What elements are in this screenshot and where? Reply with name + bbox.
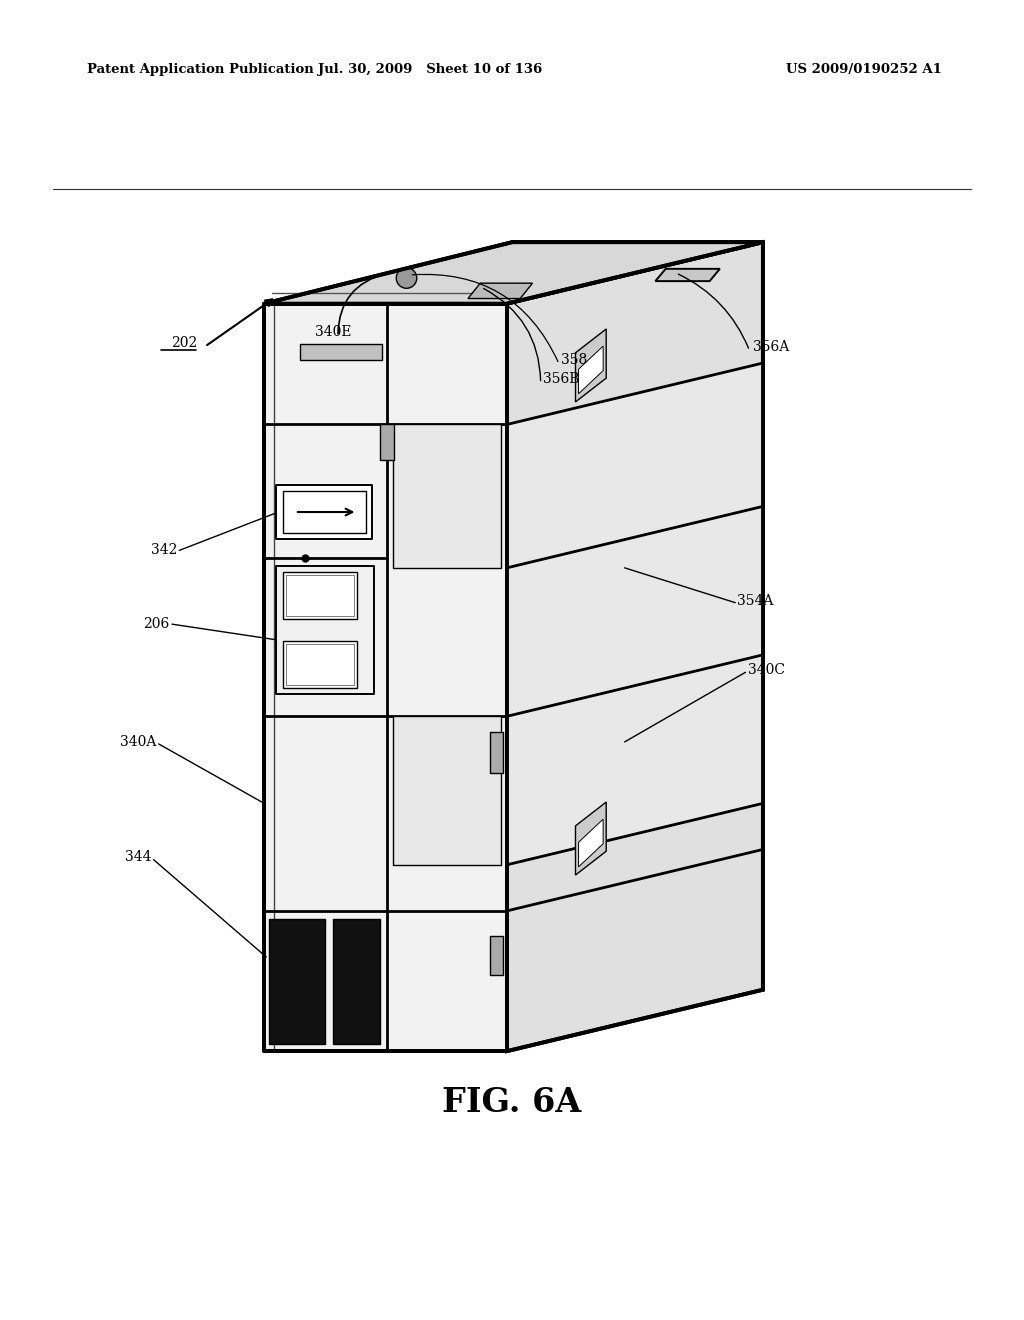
Bar: [283, 572, 357, 619]
Bar: [276, 566, 374, 694]
Bar: [283, 640, 357, 688]
Text: 344: 344: [125, 850, 152, 863]
Text: 206: 206: [142, 618, 169, 631]
Bar: [333, 919, 380, 1044]
Polygon shape: [579, 346, 603, 393]
Polygon shape: [507, 242, 763, 1051]
Bar: [490, 731, 503, 772]
Bar: [269, 919, 325, 1044]
Text: 202: 202: [171, 335, 198, 350]
Polygon shape: [507, 655, 763, 865]
Bar: [264, 304, 507, 1051]
Bar: [393, 717, 501, 865]
Text: 354A: 354A: [737, 594, 774, 607]
Polygon shape: [507, 507, 763, 717]
Text: 340A: 340A: [120, 735, 157, 748]
Bar: [276, 484, 372, 539]
Bar: [300, 343, 382, 360]
Text: 358: 358: [561, 352, 588, 367]
Polygon shape: [575, 803, 606, 875]
Polygon shape: [575, 329, 606, 403]
Polygon shape: [507, 363, 763, 568]
Circle shape: [396, 268, 417, 288]
Bar: [286, 576, 354, 616]
Text: 356A: 356A: [753, 339, 788, 354]
Bar: [380, 425, 394, 461]
Polygon shape: [468, 284, 532, 298]
Text: Patent Application Publication: Patent Application Publication: [87, 63, 313, 77]
Polygon shape: [579, 820, 603, 867]
Text: 340E: 340E: [315, 325, 352, 339]
Polygon shape: [264, 242, 763, 304]
Text: 356B: 356B: [543, 372, 580, 387]
Text: FIG. 6A: FIG. 6A: [442, 1086, 582, 1119]
Bar: [393, 425, 501, 568]
Bar: [283, 491, 366, 533]
Bar: [490, 936, 503, 975]
Polygon shape: [655, 269, 720, 281]
Text: 342: 342: [151, 544, 177, 557]
Text: US 2009/0190252 A1: US 2009/0190252 A1: [786, 63, 942, 77]
Text: Jul. 30, 2009   Sheet 10 of 136: Jul. 30, 2009 Sheet 10 of 136: [318, 63, 542, 77]
Text: 340C: 340C: [748, 663, 784, 677]
Bar: [286, 644, 354, 685]
